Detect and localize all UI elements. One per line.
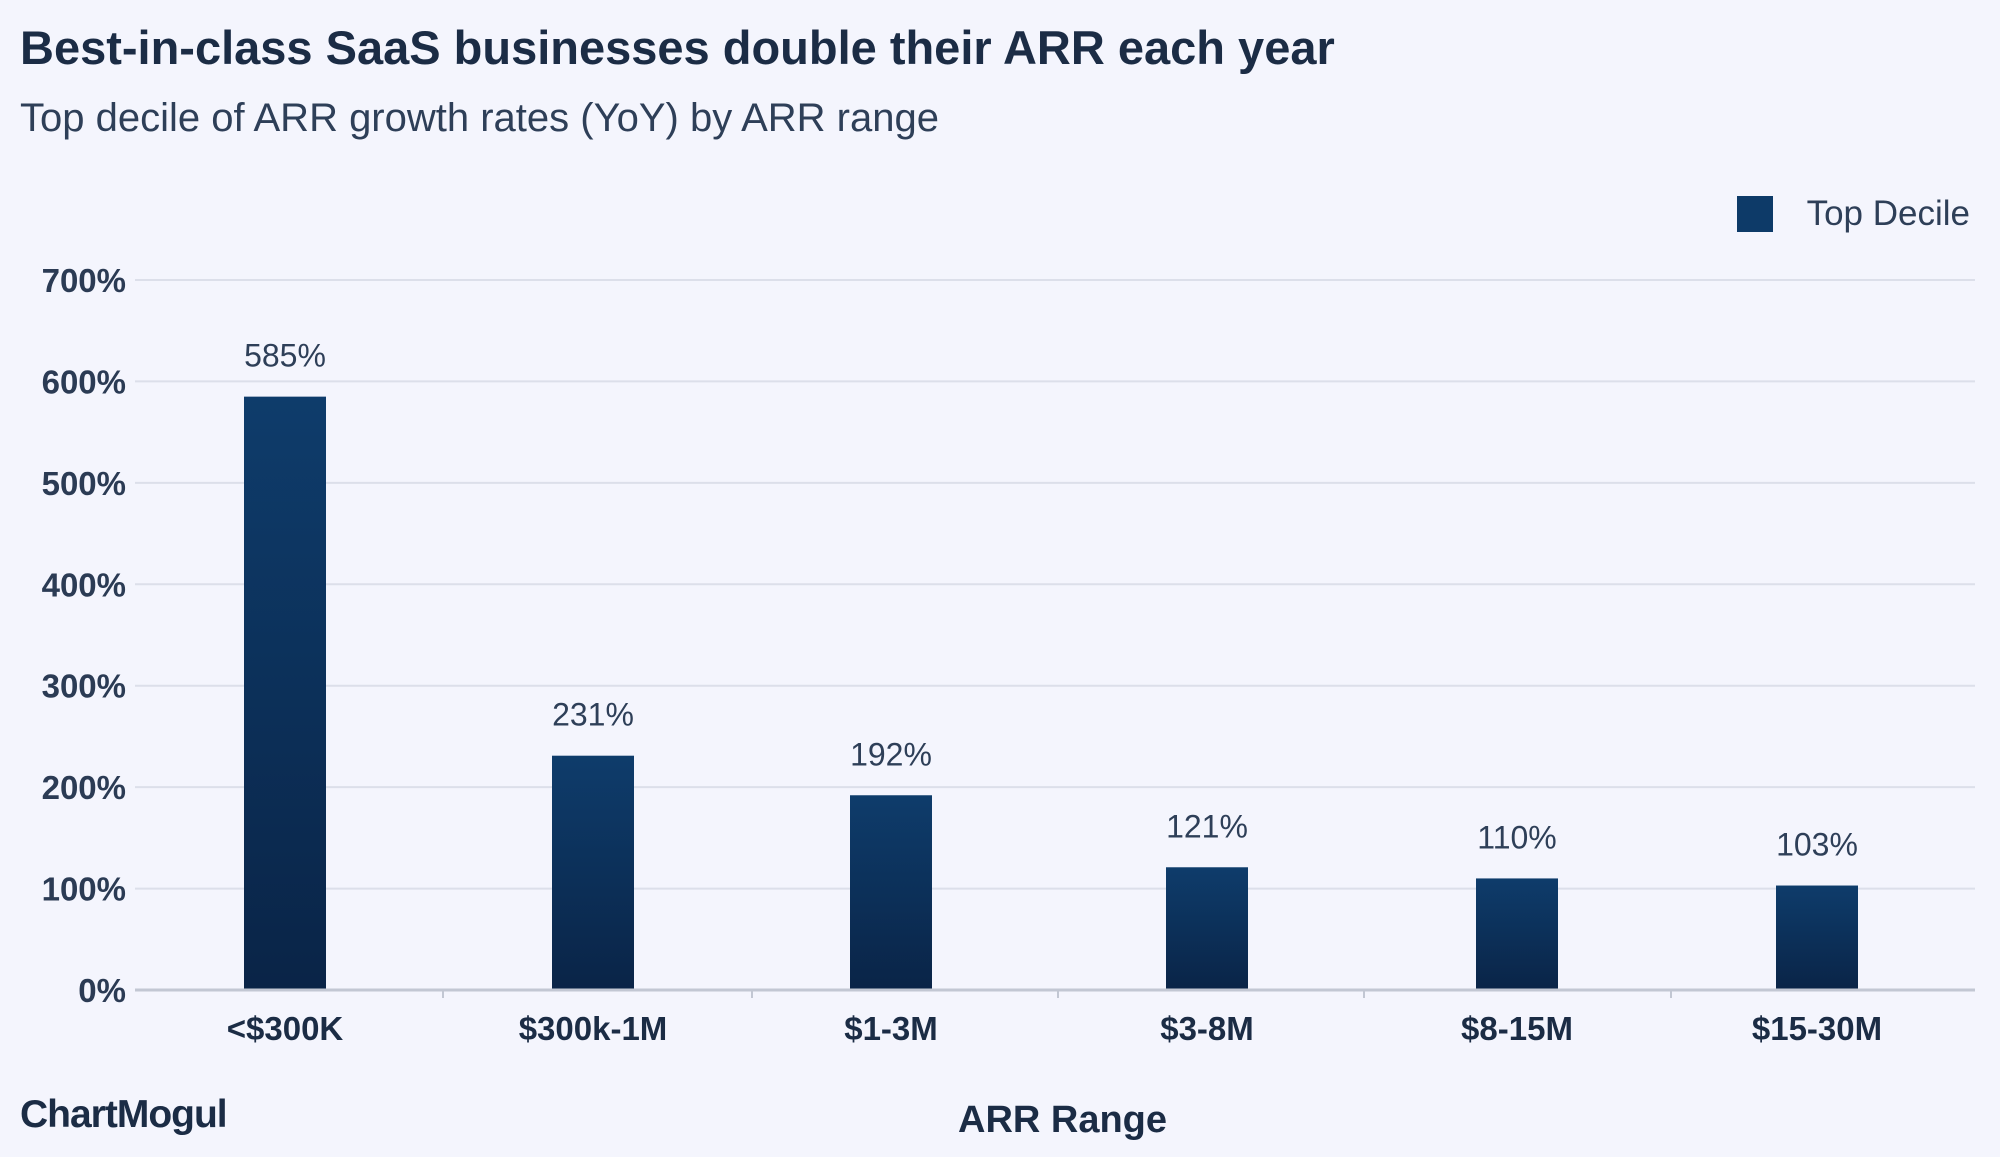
chart-title: Best-in-class SaaS businesses double the… <box>20 21 1335 74</box>
data-label: 121% <box>1166 808 1248 844</box>
data-label: 103% <box>1776 827 1858 863</box>
bar <box>1166 867 1248 990</box>
x-tick-label: $15-30M <box>1752 1010 1882 1047</box>
legend-label: Top Decile <box>1806 194 1970 233</box>
y-tick-label: 100% <box>42 871 126 908</box>
y-tick-label: 400% <box>42 566 126 603</box>
y-axis-tick-labels: 0% 100% 200% 300% 400% 500% 600% 700% <box>42 262 126 1009</box>
y-tick-label: 200% <box>42 769 126 806</box>
bar <box>1776 885 1858 990</box>
bar <box>552 755 634 990</box>
gridlines <box>135 279 1975 890</box>
x-tick-label: $1-3M <box>844 1010 938 1047</box>
data-label: 110% <box>1477 819 1556 855</box>
data-label: 231% <box>552 697 634 733</box>
data-labels: 585% 231% 192% 121% 110% 103% <box>244 338 1858 863</box>
legend: Top Decile <box>1736 194 1970 234</box>
bars <box>244 396 1858 991</box>
legend-swatch <box>1736 196 1773 232</box>
y-tick-label: 0% <box>78 972 126 1009</box>
chart-subtitle: Top decile of ARR growth rates (YoY) by … <box>20 96 939 140</box>
x-axis <box>135 988 1975 998</box>
x-axis-tick-labels: <$300K $300k-1M $1-3M $3-8M $8-15M $15-30M <box>227 1010 1882 1047</box>
x-tick-label: $8-15M <box>1461 1010 1573 1047</box>
brand-logo-text: ChartMogul <box>20 1093 228 1136</box>
x-tick-label: $300k-1M <box>519 1010 668 1047</box>
y-tick-label: 700% <box>42 262 126 299</box>
data-label: 192% <box>850 736 932 772</box>
x-axis-title: ARR Range <box>958 1099 1168 1141</box>
x-tick-label: <$300K <box>227 1010 344 1047</box>
y-tick-label: 500% <box>42 465 126 502</box>
bar <box>1476 878 1558 990</box>
bar <box>850 795 932 990</box>
y-tick-label: 600% <box>42 363 126 400</box>
y-tick-label: 300% <box>42 668 126 705</box>
data-label: 585% <box>244 338 326 374</box>
bar <box>244 396 326 991</box>
x-tick-label: $3-8M <box>1160 1010 1254 1047</box>
